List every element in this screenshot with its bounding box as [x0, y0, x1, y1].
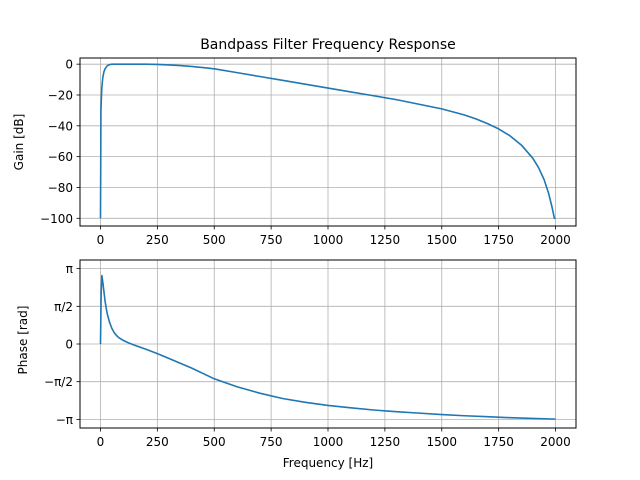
gain-y-tick-label: 0 [65, 58, 73, 72]
phase-y-tick-label: −π/2 [44, 375, 73, 389]
gain-y-axis-label: Gain [dB] [12, 114, 26, 171]
chart-title: Bandpass Filter Frequency Response [200, 37, 456, 53]
phase-x-tick-label: 500 [203, 435, 226, 449]
gain-y-tick-label: −40 [48, 119, 73, 133]
phase-x-tick-label: 0 [97, 435, 105, 449]
gain-series-line-0 [99, 63, 556, 220]
gain-x-tick-label: 500 [203, 233, 226, 247]
gain-axes: Gain [dB] 0 250 500 750 1000 1250 1500 1750 2000… [12, 57, 577, 247]
phase-x-tick-label: 1750 [483, 435, 514, 449]
phase-y-tick-label: −π [56, 413, 73, 427]
phase-axes: Phase [rad] Frequency [Hz] 0 250 500 750 100… [16, 259, 577, 470]
phase-x-tick-label: 750 [260, 435, 283, 449]
phase-x-tick-label: 1000 [313, 435, 344, 449]
gain-x-tick-label: 1500 [426, 233, 457, 247]
gain-y-tick-label: −100 [40, 212, 73, 226]
gain-x-tick-label: 250 [146, 233, 169, 247]
phase-y-tick-label: π/2 [54, 300, 73, 314]
phase-x-tick-label: 1250 [370, 435, 401, 449]
gain-x-tick-label: 2000 [540, 233, 571, 247]
phase-x-tick-label: 250 [146, 435, 169, 449]
gain-y-tick-label: −60 [48, 150, 73, 164]
phase-x-tick-label: 2000 [540, 435, 571, 449]
gain-y-tick-label: −20 [48, 88, 73, 102]
phase-x-tick-label: 1500 [426, 435, 457, 449]
gain-x-tick-label: 1000 [313, 233, 344, 247]
gain-x-tick-label: 1250 [370, 233, 401, 247]
frequency-x-axis-label: Frequency [Hz] [283, 456, 374, 470]
phase-y-axis-label: Phase [rad] [16, 306, 30, 375]
phase-y-tick-label: π [66, 262, 73, 276]
phase-y-tick-label: 0 [65, 338, 73, 352]
gain-x-tick-label: 0 [97, 233, 105, 247]
phase-series-line-0 [99, 274, 556, 420]
gain-x-tick-label: 1750 [483, 233, 514, 247]
gain-x-tick-label: 750 [260, 233, 283, 247]
gain-y-tick-label: −80 [48, 181, 73, 195]
